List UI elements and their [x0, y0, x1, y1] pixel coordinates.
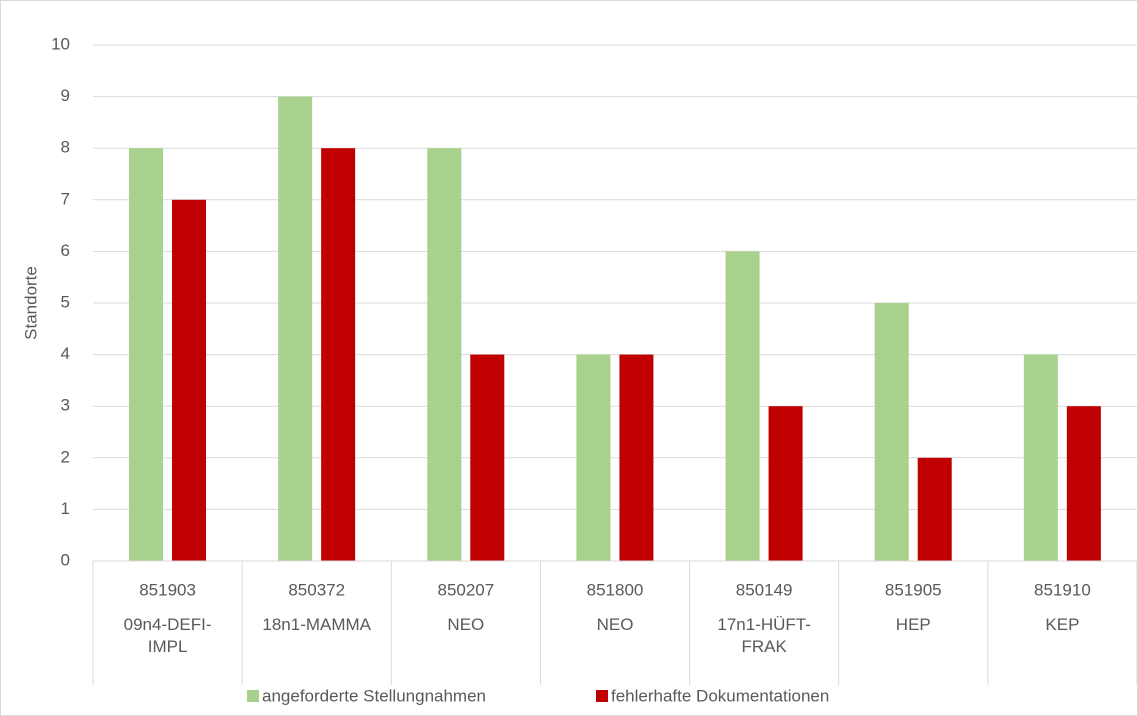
bar [768, 406, 803, 561]
bar [1066, 406, 1101, 561]
bar [576, 354, 611, 561]
y-tick-label: 6 [61, 241, 70, 260]
x-tick-label: 850149 [736, 580, 793, 599]
y-tick-label: 3 [61, 396, 70, 415]
x-tick-label: 851903 [139, 580, 196, 599]
x-tick-label: 851905 [885, 580, 942, 599]
bar [129, 148, 163, 561]
bar [321, 148, 356, 561]
category-label: KEP [1045, 615, 1080, 634]
x-tick-label: 851800 [587, 580, 644, 599]
bar [1023, 354, 1058, 561]
bar [874, 303, 909, 561]
y-tick-label: 0 [61, 550, 70, 569]
y-tick-label: 10 [51, 34, 70, 53]
x-tick-label: 850372 [288, 580, 345, 599]
legend-swatch [247, 690, 259, 702]
bar [725, 251, 760, 561]
category-label: NEO [447, 615, 485, 634]
category-label: 18n1-MAMMA [262, 615, 372, 634]
legend-swatch [596, 690, 608, 702]
category-label: HEP [895, 615, 931, 634]
legend-label: fehlerhafte Dokumentationen [611, 686, 829, 705]
y-axis-label: Standorte [21, 266, 40, 340]
x-tick-label: 851910 [1034, 580, 1091, 599]
y-tick-label: 4 [61, 344, 70, 363]
y-tick-label: 9 [61, 86, 70, 105]
bar [619, 354, 654, 561]
category-label: NEO [596, 615, 634, 634]
bar [470, 354, 505, 561]
bar [278, 96, 313, 561]
x-tick-label: 850207 [437, 580, 494, 599]
y-tick-label: 1 [61, 499, 70, 518]
category-label: 17n1-HÜFT-FRAK [717, 615, 811, 656]
category-label: 09n4-DEFI-IMPL [123, 615, 212, 656]
y-tick-label: 8 [61, 138, 70, 157]
bar [427, 148, 462, 561]
y-tick-label: 5 [61, 292, 70, 311]
y-tick-label: 2 [61, 447, 70, 466]
bar [917, 457, 952, 561]
y-tick-label: 7 [61, 189, 70, 208]
legend-label: angeforderte Stellungnahmen [262, 686, 486, 705]
bar [172, 199, 206, 562]
